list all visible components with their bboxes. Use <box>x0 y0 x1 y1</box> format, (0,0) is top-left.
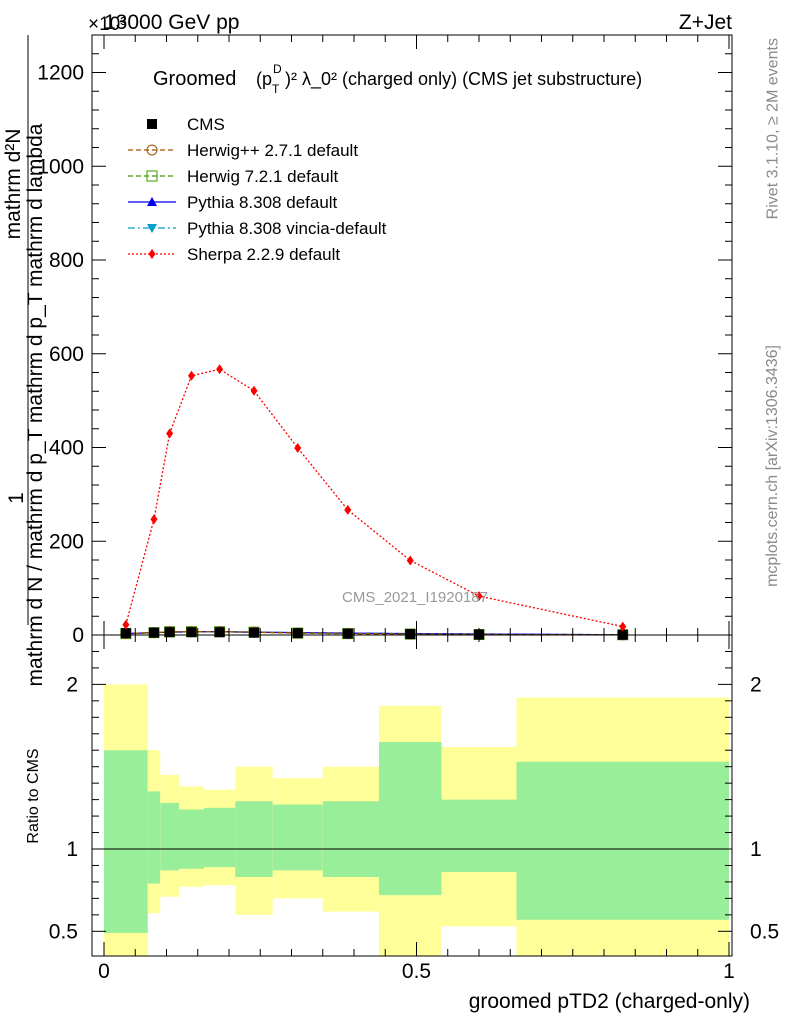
data-point-square <box>186 627 197 638</box>
data-point-diamond <box>406 555 414 566</box>
data-point-diamond <box>250 385 258 396</box>
ylabel-main-top: 1 <box>5 492 28 504</box>
legend-label: Herwig++ 2.7.1 default <box>187 141 358 160</box>
ratio-band-green <box>235 801 273 877</box>
legend-label: Herwig 7.2.1 default <box>187 167 338 186</box>
side-text-bottom-label: mcplots.cern.ch [arXiv:1306.3436] <box>764 345 781 587</box>
ratio-band-green <box>147 791 161 884</box>
data-point-diamond <box>475 591 483 602</box>
chart-title-sub: T <box>272 82 280 96</box>
data-point-square <box>342 628 353 639</box>
chart-title-rest: )² λ_0² (charged only) (CMS jet substruc… <box>285 69 642 90</box>
ratio-y-tick-label: 2 <box>66 673 78 696</box>
legend: CMS Herwig++ 2.7.1 default Herwig 7.2.1 de… <box>128 115 387 264</box>
main-y-tick-label: 800 <box>49 249 84 272</box>
x-tick-label: 0 <box>98 960 110 983</box>
main-y-tick-label: 0 <box>72 624 84 647</box>
x-tick-label: 1 <box>723 960 735 983</box>
ylabel-main-den: mathrm d N / mathrm d p_T mathrm d p_T m… <box>24 123 47 686</box>
header-process: Z+Jet <box>679 11 732 34</box>
data-point-square-open <box>146 170 158 182</box>
legend-label: Sherpa 2.2.9 default <box>187 245 340 264</box>
main-y-tick-label: 400 <box>49 437 84 460</box>
chart-title-sup: D <box>273 62 282 76</box>
legend-label: Pythia 8.308 vincia-default <box>187 219 387 238</box>
ratio-panel-frame <box>91 634 733 957</box>
data-point-diamond <box>188 370 195 381</box>
ratio-bands <box>104 684 729 956</box>
chart-title-main: Groomed <box>153 68 236 90</box>
data-point-diamond <box>294 442 302 453</box>
ratio-y-tick-label-right: 0.5 <box>750 920 779 943</box>
data-point-diamond <box>122 619 130 630</box>
ratio-y-axis: 0.5 0.5 1 1 2 2 <box>49 650 779 943</box>
data-point-triangle-up <box>147 197 157 206</box>
data-point-square <box>120 628 131 639</box>
main-y-axis: 0 200 400 600 800 1000 1200 <box>37 34 732 647</box>
data-point-square <box>292 628 303 639</box>
series-line <box>125 368 623 628</box>
data-point-square <box>147 119 157 129</box>
ratio-band-green <box>160 802 179 871</box>
x-tick-label: 0.5 <box>402 960 431 983</box>
ratio-y-tick-label-right: 2 <box>750 673 762 696</box>
chart-title-math: (p <box>256 69 272 89</box>
ylabel-main-num: mathrm d²N <box>2 129 25 240</box>
data-point-diamond <box>619 621 627 632</box>
main-y-tick-label: 1000 <box>37 155 84 178</box>
ratio-y-tick-label-right: 1 <box>750 838 762 861</box>
data-point-circle-open <box>146 144 158 156</box>
ratio-y-tick-label: 0.5 <box>49 920 78 943</box>
header-energy: 13000 GeV pp <box>104 11 239 34</box>
ratio-y-tick-label: 1 <box>66 838 78 861</box>
header-exponent: ×10³ <box>88 14 127 35</box>
ratio-band-green <box>179 809 204 869</box>
data-point-triangle-down <box>147 224 157 233</box>
ratio-band-green <box>204 807 236 868</box>
ratio-band-green <box>379 742 442 896</box>
main-y-tick-label: 200 <box>49 530 84 553</box>
data-point-diamond <box>148 249 156 259</box>
legend-label: CMS <box>187 115 225 134</box>
x-axis: 0 0.5 1 <box>98 35 735 983</box>
legend-label: Pythia 8.308 default <box>187 193 338 212</box>
ratio-band-green <box>516 761 729 920</box>
data-point-square <box>164 627 175 638</box>
data-point-square <box>214 627 225 638</box>
x-axis-label: groomed pTD2 (charged-only) <box>469 990 750 1013</box>
main-y-tick-label: 600 <box>49 343 84 366</box>
side-text-top: Rivet 3.1.10, ≥ 2M events <box>764 38 782 219</box>
data-point-diamond <box>216 364 224 375</box>
ratio-band-green <box>441 799 517 873</box>
data-point-diamond <box>344 504 352 515</box>
data-point-square <box>249 627 259 638</box>
data-point-square <box>405 629 416 640</box>
data-point-diamond <box>166 428 174 439</box>
ratio-band-green <box>322 801 379 877</box>
watermark: CMS_2021_I1920187 <box>342 589 488 606</box>
ratio-band-green <box>104 750 148 933</box>
data-point-square <box>149 627 159 638</box>
side-text-bottom: mcplots.cern.ch [arXiv:1306.3436] <box>764 345 782 587</box>
data-point-diamond <box>150 514 158 525</box>
main-y-tick-label: 1200 <box>37 62 84 85</box>
ylabel-ratio: Ratio to CMS <box>25 748 42 843</box>
side-text-top-label: Rivet 3.1.10, ≥ 2M events <box>764 38 781 220</box>
ratio-band-green <box>272 804 323 871</box>
